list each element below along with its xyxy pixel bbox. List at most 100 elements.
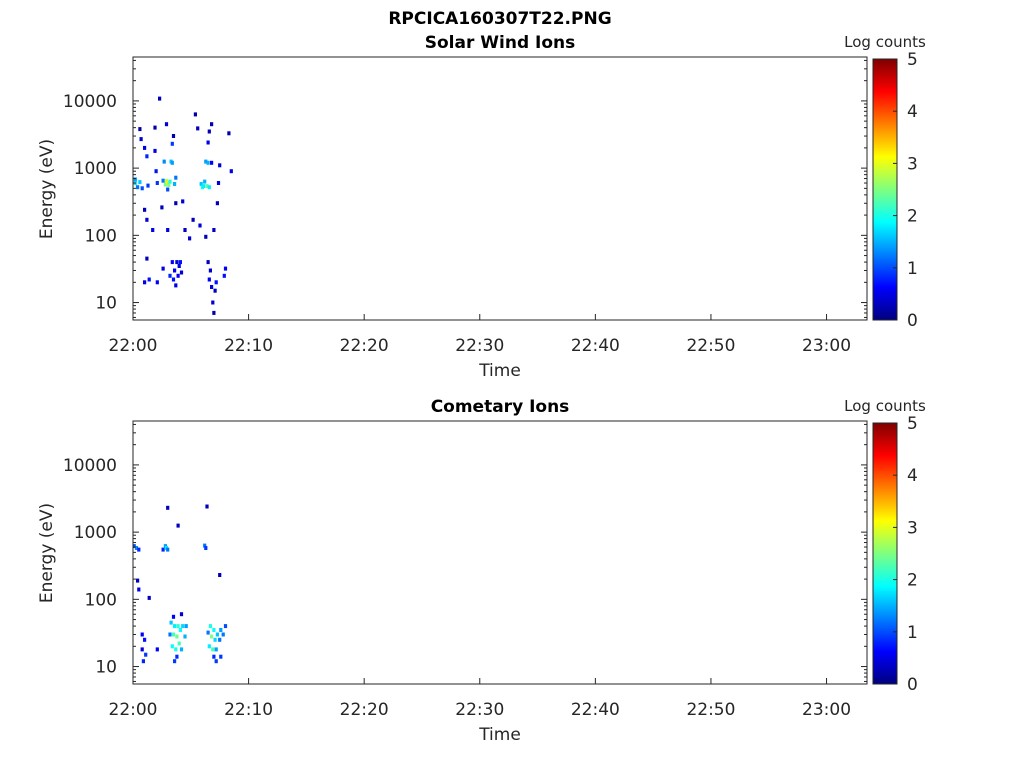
x-tick-label: 22:30 — [455, 700, 504, 720]
heatmap-cell — [145, 154, 149, 159]
heatmap-cell — [137, 587, 141, 592]
heatmap-cell — [177, 641, 181, 646]
heatmap-cell — [188, 236, 192, 241]
x-axis-label: Time — [478, 361, 521, 381]
heatmap-cell — [206, 140, 210, 145]
x-tick-label: 23:00 — [802, 700, 851, 720]
heatmap-cell — [143, 280, 147, 285]
heatmap-cell — [177, 264, 181, 268]
heatmap-cell — [153, 125, 157, 130]
heatmap-cell — [183, 228, 187, 232]
heatmap-cell — [144, 652, 148, 657]
heatmap-cell — [204, 234, 208, 239]
heatmap-cell — [215, 632, 219, 637]
heatmap-cell — [143, 207, 147, 212]
heatmap-cell — [214, 647, 218, 652]
heatmap-cell — [204, 546, 208, 550]
heatmap-cell — [210, 160, 214, 165]
heatmap-cell — [167, 183, 171, 187]
heatmap-cell — [164, 122, 169, 127]
heatmap-cell — [158, 96, 162, 101]
heatmap-cell — [155, 280, 159, 285]
x-tick-label: 22:30 — [455, 336, 504, 356]
colorbar-tick-label: 5 — [907, 414, 918, 434]
heatmap-cells — [133, 96, 233, 315]
heatmap-cell — [213, 288, 217, 293]
colorbar-tick-label: 0 — [907, 675, 918, 695]
colorbar-tick-label: 0 — [907, 311, 918, 331]
colorbar-tick-label: 3 — [907, 154, 918, 174]
x-tick-label: 22:40 — [571, 700, 620, 720]
heatmap-cell — [207, 185, 211, 190]
heatmap-cell — [170, 141, 174, 146]
heatmap-cell — [179, 647, 184, 652]
colorbar-tick-label: 5 — [907, 50, 918, 70]
heatmap-cell — [145, 217, 149, 222]
heatmap-cell — [147, 595, 151, 600]
heatmap-cell — [170, 260, 174, 265]
colorbar-tick-label: 4 — [907, 466, 918, 486]
heatmap-cell — [171, 134, 176, 138]
heatmap-cell — [146, 183, 150, 188]
heatmap-cell — [193, 112, 197, 117]
colorbar-tick-label: 3 — [907, 518, 918, 538]
x-tick-label: 22:20 — [340, 700, 389, 720]
colorbar-axis: 0 1 2 3 4 5 — [893, 414, 918, 695]
heatmap-cell — [183, 634, 187, 639]
heatmap-cell — [137, 547, 141, 552]
heatmap-cell — [207, 277, 211, 282]
heatmap-cell — [210, 122, 214, 127]
heatmap-cell — [168, 632, 172, 637]
colorbar — [872, 58, 898, 321]
heatmap-cell — [205, 184, 209, 189]
heatmap-cell — [219, 654, 223, 659]
heatmap-cell — [166, 505, 170, 510]
heatmap-cell — [163, 182, 167, 187]
x-tick-label: 22:20 — [340, 336, 389, 356]
colorbar — [872, 422, 898, 685]
heatmap-cell — [140, 632, 144, 637]
colorbar-tick-label: 2 — [907, 571, 918, 591]
heatmap-cell — [212, 310, 216, 315]
colorbar-tick-label: 1 — [907, 259, 918, 279]
x-tick-label: 22:10 — [224, 700, 273, 720]
colorbar-tick-label: 2 — [907, 207, 918, 227]
heatmap-cell — [208, 268, 212, 273]
heatmap-cell — [151, 228, 155, 232]
heatmap-cell — [212, 628, 216, 632]
heatmap-cell — [210, 285, 214, 289]
x-tick-label: 22:10 — [224, 336, 273, 356]
heatmap-cell — [213, 637, 217, 642]
heatmap-cell — [132, 544, 136, 549]
heatmap-cell — [171, 277, 176, 282]
heatmap-cell — [143, 637, 147, 642]
heatmap-cell — [211, 300, 215, 305]
heatmap-cell — [160, 205, 164, 210]
heatmap-cell — [136, 185, 140, 190]
plot-area — [133, 57, 867, 320]
heatmap-cell — [168, 273, 172, 278]
heatmap-cell — [179, 612, 184, 617]
heatmap-cell — [174, 647, 178, 652]
heatmap-cell — [145, 256, 149, 261]
heatmap-cell — [191, 217, 195, 222]
x-tick-label: 22:50 — [686, 336, 735, 356]
heatmap-cell — [136, 578, 140, 583]
heatmap-cell — [221, 632, 225, 637]
heatmap-cell — [175, 634, 179, 639]
heatmap-cell — [223, 624, 228, 629]
heatmap-cell — [198, 223, 202, 228]
heatmap-cell — [173, 182, 177, 186]
heatmap-cell — [206, 260, 210, 265]
chart-title: Cometary Ions — [431, 397, 570, 417]
heatmap-cell — [203, 543, 207, 548]
heatmap-cell — [161, 547, 165, 552]
heatmap-cell — [138, 180, 142, 185]
heatmap-cell — [218, 163, 222, 168]
heatmap-cell — [138, 127, 142, 132]
heatmap-cell — [206, 160, 210, 165]
heatmap-cell — [208, 624, 212, 629]
heatmap-cell — [205, 504, 209, 509]
